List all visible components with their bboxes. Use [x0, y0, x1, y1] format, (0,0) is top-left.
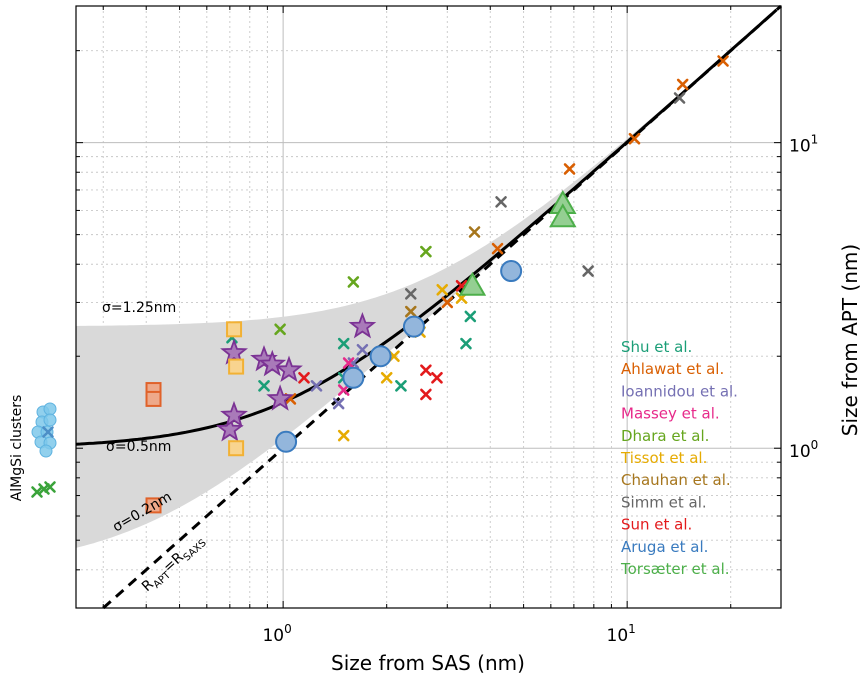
data-point-x [431, 372, 443, 384]
data-point-square [228, 440, 245, 457]
data-point-x [298, 372, 310, 384]
data-point-square [228, 358, 245, 375]
cluster-x-marker [42, 426, 54, 438]
axis-ticks: 100 101 100 101 [76, 6, 818, 646]
cluster-green-x [44, 481, 56, 493]
grid [76, 6, 781, 609]
data-point-x [420, 388, 432, 401]
data-point-x [337, 337, 350, 350]
cluster-markers [31, 402, 57, 498]
legend-entry: Massey et al. [621, 405, 720, 423]
data-point-x [495, 196, 507, 208]
data-point-x [337, 429, 350, 442]
data-point-triangle [549, 203, 577, 228]
data-point-star [258, 349, 287, 377]
data-point-x [628, 132, 641, 145]
data-point-x [274, 323, 286, 336]
data-point-x [258, 380, 270, 392]
data-point-x [460, 337, 472, 350]
model-lines [75, 4, 782, 610]
clusters-side-label: AlMgSi clusters [9, 395, 25, 502]
data-point-star [348, 311, 377, 339]
data-point-x [676, 78, 689, 91]
legend-entry: Aruga et al. [621, 538, 708, 556]
legend-entry: Tissot et al. [620, 449, 707, 467]
data-point-square [226, 321, 243, 338]
data-point-x [356, 343, 369, 356]
legend-entry: Sun et al. [621, 516, 692, 534]
cluster-circle [39, 444, 53, 458]
x-tick-label: 100 [262, 622, 291, 646]
data-point-x [395, 380, 407, 392]
data-point-star [215, 415, 244, 442]
data-point-circle [402, 315, 425, 338]
data-point-circle [275, 430, 298, 453]
data-point-circle [369, 345, 392, 368]
cluster-green-x [38, 483, 50, 495]
data-point-x [436, 283, 449, 296]
data-point-x [420, 245, 432, 258]
x-tick-label: 101 [607, 622, 636, 646]
data-point-x [491, 242, 504, 255]
data-point-x [347, 276, 360, 288]
cluster-green-x [31, 486, 43, 498]
data-point-x [464, 310, 477, 323]
data-point-square [145, 390, 162, 407]
data-point-circle [342, 366, 365, 389]
plot-frame [75, 5, 782, 609]
data-point-star [266, 384, 294, 411]
data-point-star [220, 400, 248, 428]
data-point-x [468, 226, 481, 238]
data-point-x [563, 163, 576, 175]
legend-entry: Dhara et al. [621, 427, 709, 445]
model-curve [75, 8, 778, 446]
data-point-x [310, 380, 323, 392]
legend-entry: Torsæter et al. [620, 560, 730, 578]
x-axis-title: Size from SAS (nm) [331, 651, 525, 675]
data-point-x [404, 305, 417, 318]
data-point-x [441, 296, 454, 309]
data-point-star [220, 338, 248, 365]
sigma-high-label: σ=1.25nm [102, 300, 176, 316]
legend: Shu et al. Ahlawat et al. Ioannidou et al.… [620, 338, 738, 578]
data-points [145, 55, 729, 514]
legend-entry: Simm et al. [621, 493, 707, 511]
y-axis-title: Size from APT (nm) [838, 244, 862, 436]
sigma-band [76, 6, 781, 548]
data-point-x [420, 364, 432, 377]
legend-entry: Ahlawat et al. [621, 360, 724, 378]
y-tick-label: 101 [789, 133, 818, 157]
data-point-x [404, 288, 417, 300]
y-tick-label: 100 [789, 438, 818, 462]
data-point-x [582, 265, 594, 277]
uncertainty-band [76, 6, 781, 548]
data-point-x [332, 397, 345, 410]
data-point-x [717, 55, 729, 67]
data-point-square [145, 497, 162, 514]
data-point-x [342, 357, 355, 369]
legend-entry: Chauhan et al. [621, 471, 731, 489]
data-point-x [380, 372, 393, 384]
cluster-circle [43, 413, 57, 427]
sigma-mid-label: σ=0.5nm [106, 439, 171, 455]
legend-entry: Shu et al. [621, 338, 692, 356]
identity-line-label: RAPT=RSAXS [139, 532, 209, 597]
data-point-x [673, 92, 686, 104]
cluster-circle [43, 402, 57, 416]
data-point-x [337, 384, 350, 396]
data-point-circle [500, 260, 523, 283]
legend-entry: Ioannidou et al. [621, 382, 738, 400]
data-point-star [275, 355, 303, 383]
data-point-triangle [458, 271, 487, 296]
